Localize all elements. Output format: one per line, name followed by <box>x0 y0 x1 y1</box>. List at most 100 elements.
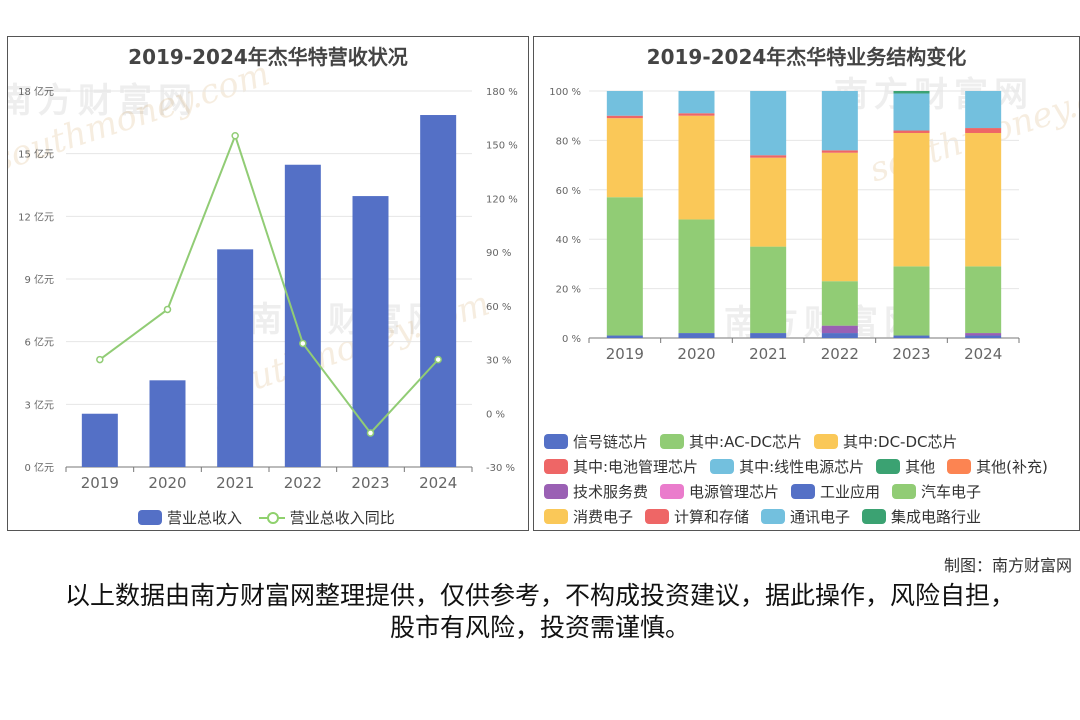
legend-swatch <box>710 459 735 474</box>
legend-item[interactable]: 工业应用 <box>791 479 880 504</box>
legend-swatch <box>947 459 972 474</box>
revenue-bar <box>217 249 254 467</box>
stacked-bar-segment <box>965 128 1002 133</box>
y-tick-label: 80 % <box>556 136 581 147</box>
stacked-bar-segment <box>965 132 1002 267</box>
y-right-tick-label: -30 % <box>486 463 515 474</box>
legend-swatch <box>892 484 917 499</box>
revenue-yoy-point <box>163 305 172 314</box>
structure-chart-plot: 0 % 20 % 40 % 60 % 80 % 100 % 2019 2020 2021 2022… <box>549 87 1020 363</box>
legend-item[interactable]: 其中:电池管理芯片 <box>544 454 698 479</box>
legend-swatch <box>660 434 685 449</box>
legend-item[interactable]: 集成电路行业 <box>862 504 981 529</box>
legend-swatch <box>258 510 285 525</box>
legend-item[interactable]: 技术服务费 <box>544 479 648 504</box>
stacked-bar-segment <box>678 91 715 114</box>
revenue-yoy-point <box>299 339 307 348</box>
stacked-bar-segment <box>821 333 858 338</box>
revenue-bar <box>420 115 457 468</box>
revenue-bar <box>81 413 118 467</box>
stacked-bar-segment <box>678 333 715 338</box>
stacked-bar-segment <box>821 150 858 153</box>
legend-item[interactable]: 其他(补充) <box>947 454 1048 479</box>
y-right-tick-label: 60 % <box>486 302 511 313</box>
stacked-bar-segment <box>893 335 930 338</box>
x-tick-label: 2019 <box>81 474 119 492</box>
legend-item-revenue[interactable]: 营业总收入 <box>138 505 242 530</box>
x-tick-label: 2020 <box>148 474 186 492</box>
stacked-bar-segment <box>750 246 787 334</box>
x-tick-label: 2021 <box>749 345 787 363</box>
legend-item[interactable]: 电源管理芯片 <box>660 479 779 504</box>
stacked-bar-segment <box>750 157 787 247</box>
legend-swatch <box>544 509 568 524</box>
legend-item[interactable]: 其中:线性电源芯片 <box>710 454 864 479</box>
stacked-bar-segment <box>821 325 858 334</box>
stacked-bar-segment <box>965 266 1002 334</box>
stacked-bar-segment <box>678 219 715 334</box>
legend-swatch <box>544 484 568 499</box>
y-left-tick-label: 3 亿元 <box>24 398 54 411</box>
legend-label: 其他 <box>905 458 936 476</box>
legend-label: 工业应用 <box>820 483 881 501</box>
stacked-bar-segment <box>893 93 930 131</box>
legend-item[interactable]: 其中:AC-DC芯片 <box>660 429 802 454</box>
stacked-bar-segment <box>606 115 643 119</box>
stacked-bar-segment <box>606 91 643 116</box>
legend-swatch <box>645 509 670 524</box>
legend-item[interactable]: 计算和存储 <box>645 504 749 529</box>
y-tick-label: 40 % <box>556 235 581 246</box>
legend-item[interactable]: 其他 <box>876 454 935 479</box>
legend-item[interactable]: 通讯电子 <box>761 504 850 529</box>
y-right-tick-label: 90 % <box>486 248 511 259</box>
stacked-bar-segment <box>965 333 1002 336</box>
legend-label: 汽车电子 <box>921 483 982 501</box>
stacked-bar-segment <box>821 281 858 326</box>
stacked-bar-segment <box>965 91 1002 129</box>
y-right-tick-label: 120 % <box>486 194 518 205</box>
legend-swatch <box>813 434 838 449</box>
revenue-bar <box>352 196 389 467</box>
y-left-tick-label: 6 亿元 <box>24 336 54 349</box>
legend-label: 营业总收入同比 <box>289 509 395 527</box>
x-tick-label: 2022 <box>284 474 322 492</box>
legend-label: 其他(补充) <box>976 458 1048 476</box>
legend-item[interactable]: 消费电子 <box>544 504 633 529</box>
legend-swatch <box>544 459 568 474</box>
legend-item-revenue-yoy[interactable]: 营业总收入同比 <box>258 505 395 530</box>
legend-swatch <box>660 484 685 499</box>
legend-label: 技术服务费 <box>573 483 649 501</box>
legend-label: 营业总收入 <box>167 509 243 527</box>
x-tick-label: 2019 <box>606 345 644 363</box>
legend-item[interactable]: 其中:DC-DC芯片 <box>813 429 958 454</box>
chart-credit: 制图：南方财富网 <box>943 556 1072 575</box>
legend-label: 电源管理芯片 <box>689 483 780 501</box>
y-right-tick-label: 30 % <box>486 356 511 367</box>
y-tick-label: 60 % <box>556 186 581 197</box>
stacked-bar-segment <box>893 130 930 133</box>
legend-swatch <box>876 459 901 474</box>
stacked-bar-segment <box>893 266 930 336</box>
y-left-tick-label: 12 亿元 <box>18 210 54 223</box>
stacked-bar-segment <box>821 91 858 151</box>
stacked-bar-segment <box>965 335 1002 338</box>
legend-swatch <box>862 509 887 524</box>
stacked-bar-segment <box>678 113 715 116</box>
structure-chart-legend: 信号链芯片 其中:AC-DC芯片 其中:DC-DC芯片其中:电池管理芯片 其中:线性电… <box>544 429 1079 529</box>
y-right-tick-label: 0 % <box>486 409 505 420</box>
structure-chart-panel: 南方财富网 southmoney.com 南方财富网 2019-2024年杰华特… <box>533 36 1080 531</box>
legend-item[interactable]: 汽车电子 <box>892 479 981 504</box>
stacked-bar-segment <box>750 333 787 338</box>
legend-label: 通讯电子 <box>790 508 851 526</box>
y-tick-label: 0 % <box>562 334 581 345</box>
y-tick-label: 20 % <box>556 285 581 296</box>
legend-item[interactable]: 信号链芯片 <box>544 429 648 454</box>
x-tick-label: 2020 <box>677 345 715 363</box>
revenue-bar <box>149 380 186 467</box>
x-tick-label: 2022 <box>821 345 859 363</box>
x-tick-label: 2023 <box>892 345 930 363</box>
legend-label: 集成电路行业 <box>891 508 982 526</box>
y-left-tick-label: 15 亿元 <box>18 148 54 161</box>
stacked-bar-segment <box>606 335 643 338</box>
x-tick-label: 2024 <box>964 345 1002 363</box>
